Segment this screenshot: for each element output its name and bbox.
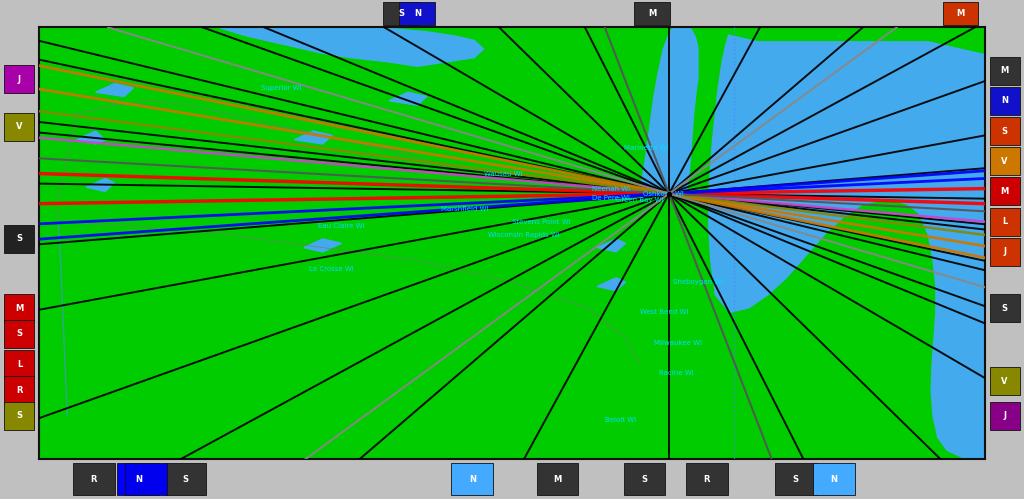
FancyBboxPatch shape bbox=[4, 350, 35, 378]
FancyBboxPatch shape bbox=[989, 208, 1020, 236]
Polygon shape bbox=[77, 131, 105, 144]
Text: V: V bbox=[1001, 377, 1008, 386]
FancyBboxPatch shape bbox=[989, 56, 1020, 85]
FancyBboxPatch shape bbox=[624, 463, 666, 495]
Text: J: J bbox=[1004, 411, 1006, 421]
Text: M: M bbox=[648, 9, 656, 18]
Text: Marshfield WI: Marshfield WI bbox=[441, 206, 488, 212]
Text: S: S bbox=[16, 235, 23, 244]
Polygon shape bbox=[709, 27, 985, 459]
Text: S: S bbox=[16, 329, 23, 338]
Text: Oshkosh WI: Oshkosh WI bbox=[643, 191, 683, 197]
Text: Green Bay WI: Green Bay WI bbox=[616, 197, 664, 203]
Polygon shape bbox=[389, 92, 427, 105]
Text: S: S bbox=[641, 475, 647, 484]
FancyBboxPatch shape bbox=[4, 294, 35, 322]
FancyBboxPatch shape bbox=[813, 463, 854, 495]
FancyBboxPatch shape bbox=[125, 463, 167, 495]
FancyBboxPatch shape bbox=[4, 65, 35, 93]
Polygon shape bbox=[219, 27, 483, 66]
FancyBboxPatch shape bbox=[4, 225, 35, 253]
Text: La Crosse WI: La Crosse WI bbox=[308, 266, 353, 272]
FancyBboxPatch shape bbox=[399, 2, 435, 25]
Text: Superior WI: Superior WI bbox=[261, 85, 302, 91]
FancyBboxPatch shape bbox=[118, 463, 159, 495]
FancyBboxPatch shape bbox=[989, 117, 1020, 145]
Polygon shape bbox=[597, 278, 626, 291]
Text: Stevens Point WI: Stevens Point WI bbox=[512, 219, 570, 225]
FancyBboxPatch shape bbox=[4, 402, 35, 430]
Text: S: S bbox=[398, 9, 404, 18]
Text: N: N bbox=[414, 9, 421, 18]
FancyBboxPatch shape bbox=[989, 238, 1020, 266]
Text: Eau Claire WI: Eau Claire WI bbox=[318, 223, 365, 229]
Text: N: N bbox=[135, 475, 141, 484]
Text: Milwaukee WI: Milwaukee WI bbox=[654, 339, 701, 345]
Polygon shape bbox=[640, 27, 701, 192]
Text: V: V bbox=[16, 122, 23, 131]
Text: J: J bbox=[1004, 248, 1006, 256]
Text: R: R bbox=[703, 475, 711, 484]
Text: S: S bbox=[16, 411, 23, 421]
Text: R: R bbox=[90, 475, 97, 484]
Polygon shape bbox=[86, 179, 115, 192]
FancyBboxPatch shape bbox=[989, 178, 1020, 206]
Polygon shape bbox=[304, 239, 342, 252]
Text: Marinette WI: Marinette WI bbox=[624, 145, 669, 151]
Text: M: M bbox=[553, 475, 561, 484]
FancyBboxPatch shape bbox=[989, 367, 1020, 395]
Text: Wausau WI: Wausau WI bbox=[483, 171, 522, 177]
FancyBboxPatch shape bbox=[989, 294, 1020, 322]
FancyBboxPatch shape bbox=[775, 463, 817, 495]
Text: Neenah WI: Neenah WI bbox=[593, 186, 631, 192]
Text: Wisconsin Rapids WI: Wisconsin Rapids WI bbox=[488, 232, 560, 238]
FancyBboxPatch shape bbox=[4, 376, 35, 404]
Text: V: V bbox=[1001, 157, 1008, 166]
FancyBboxPatch shape bbox=[4, 320, 35, 348]
Text: L: L bbox=[16, 360, 23, 369]
FancyBboxPatch shape bbox=[634, 2, 670, 25]
FancyBboxPatch shape bbox=[73, 463, 115, 495]
FancyBboxPatch shape bbox=[452, 463, 494, 495]
FancyBboxPatch shape bbox=[4, 113, 35, 141]
Text: J: J bbox=[18, 75, 20, 84]
Text: M: M bbox=[956, 9, 965, 18]
Text: S: S bbox=[793, 475, 799, 484]
FancyBboxPatch shape bbox=[942, 2, 979, 25]
Text: S: S bbox=[1001, 127, 1008, 136]
Text: M: M bbox=[1000, 187, 1009, 196]
Text: S: S bbox=[182, 475, 188, 484]
FancyBboxPatch shape bbox=[537, 463, 579, 495]
Text: Beloit WI: Beloit WI bbox=[605, 417, 636, 423]
Polygon shape bbox=[294, 131, 332, 144]
FancyBboxPatch shape bbox=[989, 87, 1020, 115]
Text: M: M bbox=[1000, 66, 1009, 75]
Text: N: N bbox=[1001, 96, 1008, 105]
FancyBboxPatch shape bbox=[989, 402, 1020, 430]
Polygon shape bbox=[701, 27, 985, 53]
Text: L: L bbox=[1001, 217, 1008, 226]
Polygon shape bbox=[95, 83, 133, 96]
Text: West Bend WI: West Bend WI bbox=[640, 309, 688, 315]
Text: R: R bbox=[16, 386, 23, 395]
FancyBboxPatch shape bbox=[383, 2, 419, 25]
FancyBboxPatch shape bbox=[165, 463, 207, 495]
Polygon shape bbox=[597, 239, 626, 252]
Text: Racine WI: Racine WI bbox=[658, 370, 693, 376]
Polygon shape bbox=[692, 27, 709, 200]
Text: S: S bbox=[1001, 303, 1008, 312]
Text: Sheboygan WI: Sheboygan WI bbox=[673, 279, 723, 285]
Text: N: N bbox=[469, 475, 476, 484]
Text: N: N bbox=[830, 475, 838, 484]
FancyBboxPatch shape bbox=[686, 463, 728, 495]
FancyBboxPatch shape bbox=[989, 147, 1020, 175]
Text: M: M bbox=[15, 303, 24, 312]
Text: De Pere WI: De Pere WI bbox=[593, 195, 631, 201]
